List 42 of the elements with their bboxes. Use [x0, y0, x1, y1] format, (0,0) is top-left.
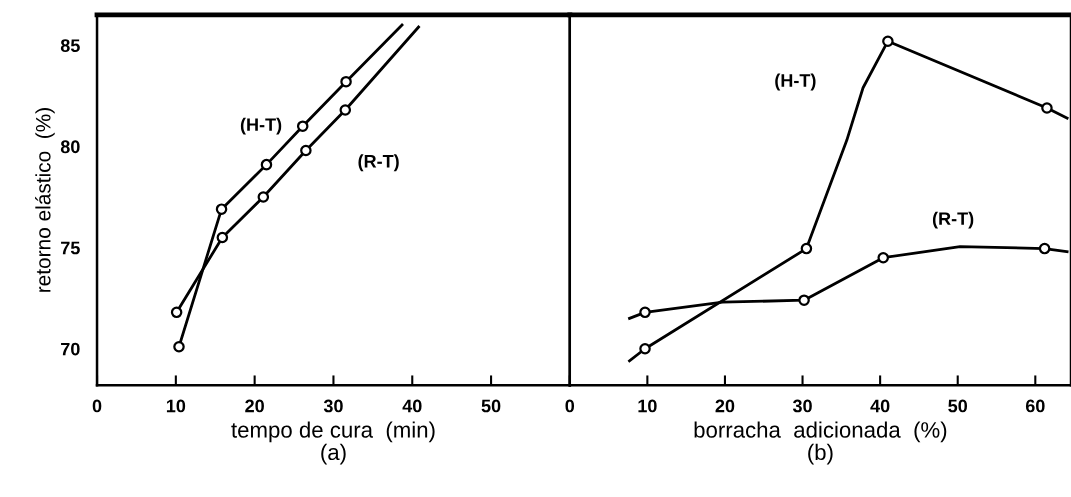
point — [798, 294, 810, 306]
point — [260, 158, 273, 171]
series-label: (H-T) — [240, 117, 282, 135]
point — [1041, 102, 1053, 114]
point — [173, 340, 185, 353]
point — [300, 144, 312, 157]
x-tick-label: 60 — [1025, 399, 1045, 413]
point — [877, 251, 889, 264]
point — [340, 75, 352, 88]
x-tick-label: 0 — [565, 399, 575, 413]
x-tick-label: 10 — [166, 399, 186, 413]
y-axis-title: retorno elástico (%) — [35, 108, 55, 292]
point — [339, 104, 352, 116]
point — [882, 35, 894, 47]
x-tick-label: 0 — [92, 399, 102, 413]
x-tick-label: 40 — [870, 399, 890, 413]
point — [1038, 242, 1051, 255]
point — [639, 306, 651, 319]
y-tick-label: 75 — [61, 241, 80, 255]
x-tick-label: 50 — [948, 399, 968, 413]
x-tick-label: 30 — [323, 399, 343, 413]
x-tick-label: 40 — [402, 399, 422, 413]
x-axis-title: tempo de cura (min) (a) — [231, 421, 435, 465]
point — [170, 306, 183, 319]
text: (H-T) — [775, 73, 816, 91]
text: (R-T) — [358, 154, 399, 172]
y-tick-label: 70 — [61, 342, 80, 356]
y-tick-label: 85 — [60, 39, 80, 52]
point — [215, 203, 228, 215]
x-axis-title: borracha adicionada (%) (b) — [694, 421, 947, 465]
point — [257, 191, 270, 203]
x-tick-label: 20 — [245, 399, 264, 413]
x-tick-label: 20 — [715, 399, 735, 413]
x-tick-label: 30 — [792, 399, 812, 413]
point — [639, 342, 651, 355]
y-tick-label: 80 — [60, 140, 80, 154]
x-tick-label: 10 — [638, 399, 657, 413]
series-label: (R-T) — [932, 211, 974, 229]
point — [296, 120, 309, 132]
point — [800, 242, 813, 255]
point — [216, 231, 229, 244]
x-tick-label: 50 — [481, 399, 501, 413]
